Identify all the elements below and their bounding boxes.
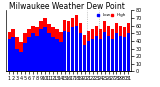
Bar (47, 24, 51, 71)
Bar (91, 29, 94, 71)
Bar (71, 18, 74, 71)
Bar (55, 29, 59, 71)
Text: Milwaukee Weather Dew Point: Milwaukee Weather Dew Point (9, 2, 125, 11)
Bar (115, 33, 118, 71)
Bar (47, 33, 51, 71)
Bar (79, 33, 82, 71)
Bar (39, 29, 43, 71)
Bar (111, 29, 114, 71)
Bar (8, 32, 11, 71)
Bar (63, 31, 67, 71)
Bar (63, 20, 67, 71)
Bar (115, 23, 118, 71)
Bar (79, 23, 82, 71)
Bar (59, 42, 63, 71)
Bar (23, 33, 27, 71)
Bar (103, 32, 106, 71)
Bar (27, 37, 31, 71)
Bar (51, 37, 55, 71)
Bar (67, 21, 70, 71)
Bar (107, 26, 110, 71)
Bar (111, 39, 114, 71)
Bar (87, 31, 90, 71)
Bar (127, 33, 130, 71)
Bar (31, 33, 35, 71)
Bar (71, 27, 74, 71)
Bar (123, 27, 126, 71)
Bar (83, 35, 86, 71)
Bar (127, 23, 130, 71)
Bar (39, 21, 43, 71)
Bar (119, 36, 122, 71)
Bar (119, 26, 122, 71)
Bar (19, 42, 23, 71)
Bar (95, 36, 98, 71)
Bar (27, 29, 31, 71)
Bar (12, 29, 15, 71)
Bar (16, 49, 19, 71)
Bar (123, 37, 126, 71)
Bar (75, 15, 78, 71)
Bar (31, 26, 35, 71)
Bar (35, 36, 39, 71)
Bar (12, 37, 15, 71)
Bar (8, 39, 11, 71)
Bar (67, 32, 70, 71)
Bar (83, 45, 86, 71)
Bar (75, 26, 78, 71)
Bar (19, 52, 23, 71)
Bar (43, 27, 47, 71)
Bar (16, 37, 19, 71)
Bar (95, 26, 98, 71)
Bar (99, 39, 102, 71)
Bar (99, 29, 102, 71)
Bar (51, 27, 55, 71)
Legend: Low, High: Low, High (96, 13, 127, 17)
Bar (23, 43, 27, 71)
Bar (91, 39, 94, 71)
Bar (87, 41, 90, 71)
Bar (55, 39, 59, 71)
Bar (107, 36, 110, 71)
Bar (103, 21, 106, 71)
Bar (35, 27, 39, 71)
Bar (43, 18, 47, 71)
Bar (59, 32, 63, 71)
